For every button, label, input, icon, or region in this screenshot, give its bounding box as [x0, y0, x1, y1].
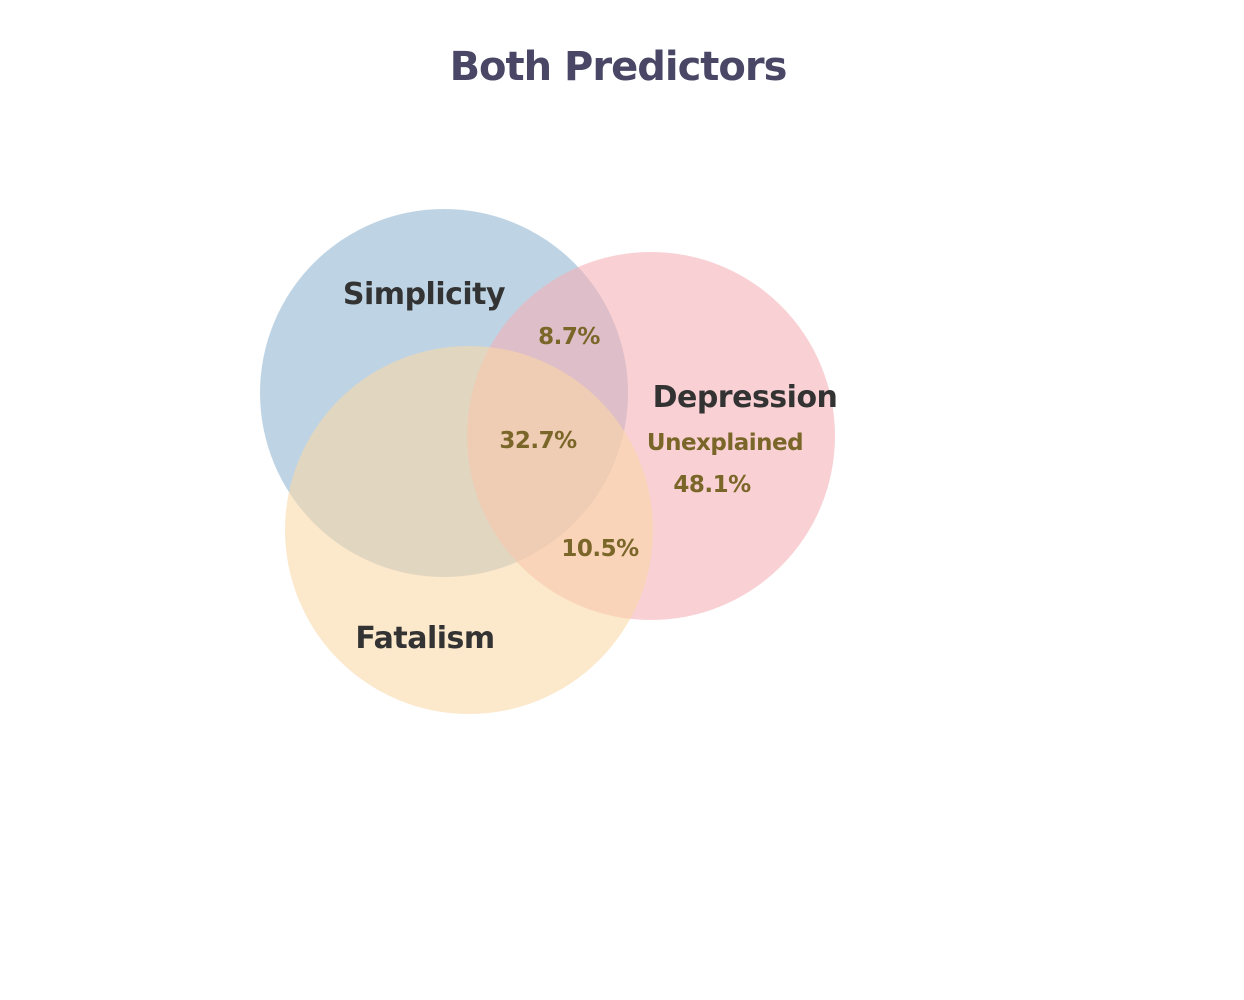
- unexplained-label: Unexplained: [647, 430, 803, 456]
- depression-label: Depression: [653, 380, 838, 415]
- unexplained-value: 48.1%: [673, 472, 751, 498]
- depression-fatalism-value: 10.5%: [561, 536, 639, 562]
- fatalism-circle: [285, 346, 653, 714]
- fatalism-label: Fatalism: [355, 621, 494, 656]
- chart-title: Both Predictors: [450, 44, 787, 90]
- all-three-value: 32.7%: [499, 428, 577, 454]
- simplicity-label: Simplicity: [343, 277, 506, 312]
- simplicity-depression-value: 8.7%: [538, 324, 600, 350]
